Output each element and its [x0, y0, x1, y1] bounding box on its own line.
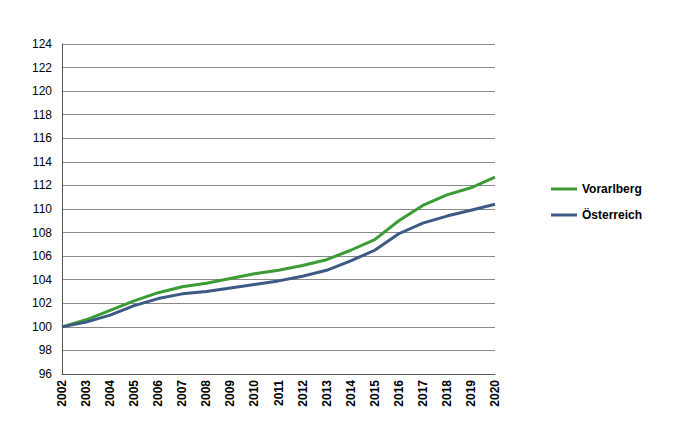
- svg-text:96: 96: [39, 367, 53, 381]
- svg-text:2009: 2009: [223, 380, 237, 407]
- svg-text:2006: 2006: [151, 380, 165, 407]
- svg-text:Vorarlberg: Vorarlberg: [582, 182, 642, 196]
- svg-text:106: 106: [32, 249, 52, 263]
- svg-text:2002: 2002: [55, 380, 69, 407]
- svg-text:112: 112: [33, 178, 52, 192]
- svg-text:2011: 2011: [272, 380, 286, 406]
- svg-text:100: 100: [32, 320, 52, 334]
- svg-text:122: 122: [32, 61, 52, 75]
- svg-text:2018: 2018: [440, 380, 454, 407]
- svg-text:2017: 2017: [416, 380, 430, 407]
- svg-text:2012: 2012: [296, 380, 310, 407]
- svg-text:108: 108: [32, 226, 52, 240]
- svg-text:2008: 2008: [199, 380, 213, 407]
- svg-text:120: 120: [32, 84, 52, 98]
- svg-text:2016: 2016: [392, 380, 406, 407]
- svg-text:2007: 2007: [175, 380, 189, 407]
- svg-text:2005: 2005: [127, 380, 141, 407]
- svg-text:118: 118: [33, 108, 52, 122]
- svg-text:98: 98: [39, 343, 53, 357]
- svg-text:2019: 2019: [464, 380, 478, 407]
- svg-text:2014: 2014: [344, 380, 358, 407]
- svg-text:2015: 2015: [368, 380, 382, 407]
- svg-text:114: 114: [33, 155, 52, 169]
- svg-text:Österreich: Österreich: [582, 207, 642, 222]
- svg-text:116: 116: [33, 131, 52, 145]
- svg-text:2004: 2004: [103, 380, 117, 407]
- svg-text:110: 110: [33, 202, 52, 216]
- svg-text:2010: 2010: [247, 380, 261, 407]
- svg-text:102: 102: [32, 296, 52, 310]
- svg-text:2013: 2013: [320, 380, 334, 407]
- svg-text:124: 124: [32, 37, 52, 51]
- svg-text:2020: 2020: [488, 380, 502, 407]
- svg-text:2003: 2003: [79, 380, 93, 407]
- svg-text:104: 104: [32, 273, 52, 287]
